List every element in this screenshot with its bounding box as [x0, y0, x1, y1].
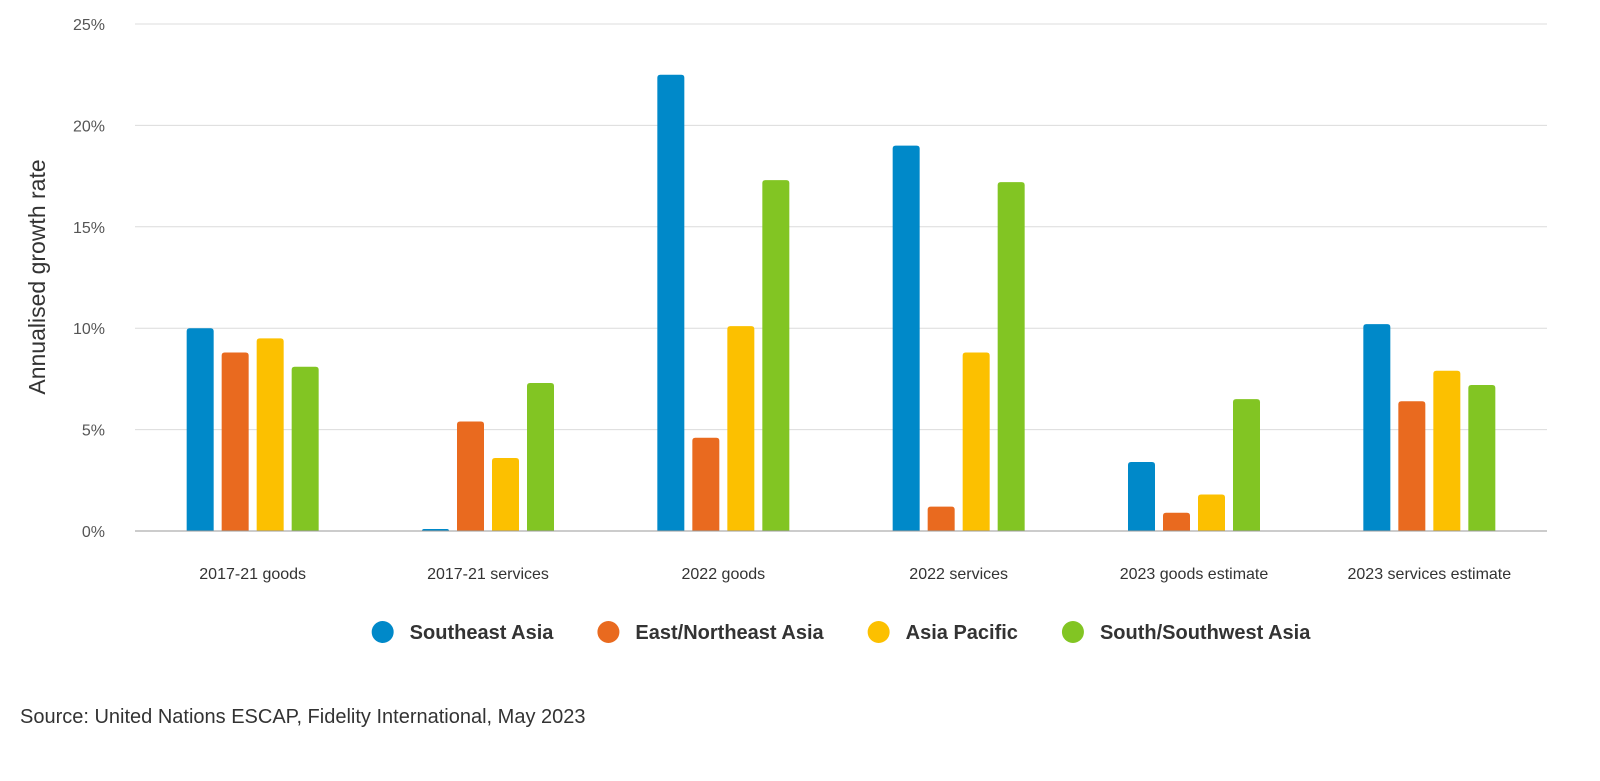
bar-asia-pacific-2017-21-goods	[256, 338, 284, 531]
bar-southeast-asia-2017-21-goods	[186, 328, 214, 531]
bar-asia-pacific-2017-21-services	[492, 457, 519, 531]
bar-asia-pacific-2022-services	[962, 352, 990, 531]
bar-southeast-asia-2023-services-estimate	[1363, 324, 1391, 531]
bar-south-southwest-asia-2022-goods	[762, 180, 790, 531]
bar-southeast-asia-2022-services	[892, 145, 920, 531]
x-category-label: 2023 goods estimate	[1120, 566, 1269, 583]
legend-label: Asia Pacific	[906, 622, 1018, 644]
legend-marker	[1061, 621, 1084, 643]
bar-asia-pacific-2023-goods-estimate	[1198, 494, 1225, 531]
x-axis-category-labels: 2017-21 goods 2017-21 services 2022 goods 2…	[199, 566, 1511, 583]
y-tick-label: 25%	[73, 17, 105, 34]
x-category-label: 2022 goods	[682, 566, 766, 583]
legend-label: Southeast Asia	[410, 622, 555, 644]
x-category-label: 2017-21 goods	[199, 566, 306, 583]
y-tick-label: 5%	[82, 423, 105, 440]
bar-chart: 0%5%10%15%20%25% Annualised growth rate …	[24, 17, 1547, 644]
bar-south-southwest-asia-2017-21-goods	[291, 366, 319, 531]
legend: Southeast Asia East/Northeast Asia Asia Pa…	[371, 621, 1311, 644]
bar-east-northeast-asia-2023-services-estimate	[1398, 401, 1426, 531]
bar-east-northeast-asia-2017-21-goods	[221, 352, 249, 531]
y-tick-label: 0%	[82, 524, 105, 541]
bar-asia-pacific-2022-goods	[727, 326, 755, 531]
legend-label: South/Southwest Asia	[1100, 622, 1311, 644]
y-tick-label: 15%	[73, 220, 105, 237]
x-category-label: 2023 services estimate	[1348, 566, 1512, 583]
y-tick-label: 10%	[73, 321, 105, 338]
gridlines	[135, 23, 1547, 431]
legend-marker	[371, 621, 394, 643]
bar-east-northeast-asia-2022-services	[927, 506, 955, 531]
legend-label: East/Northeast Asia	[635, 622, 824, 644]
bar-southeast-asia-2017-21-services	[422, 528, 449, 531]
y-axis-title: Annualised growth rate	[24, 159, 50, 394]
bar-south-southwest-asia-2022-services	[997, 182, 1025, 531]
bar-southeast-asia-2022-goods	[657, 74, 685, 531]
x-category-label: 2017-21 services	[427, 566, 549, 583]
source-note: Source: United Nations ESCAP, Fidelity I…	[20, 706, 586, 728]
bar-east-northeast-asia-2023-goods-estimate	[1163, 512, 1190, 531]
bar-asia-pacific-2023-services-estimate	[1433, 370, 1461, 531]
legend-item-southeast-asia: Southeast Asia	[371, 621, 555, 644]
bar-southeast-asia-2023-goods-estimate	[1128, 462, 1155, 531]
bar-east-northeast-asia-2017-21-services	[457, 421, 484, 531]
bar-south-southwest-asia-2017-21-services	[527, 382, 554, 531]
bar-south-southwest-asia-2023-services-estimate	[1468, 384, 1496, 531]
y-axis-ticks: 0% 5% 10% 15% 20% 25%	[73, 17, 105, 541]
legend-marker	[597, 621, 620, 643]
bar-south-southwest-asia-2023-goods-estimate	[1233, 399, 1260, 531]
legend-marker	[867, 621, 890, 643]
legend-item-east-northeast-asia: East/Northeast Asia	[597, 621, 825, 644]
bars	[186, 74, 1496, 531]
y-tick-label: 20%	[73, 118, 105, 135]
legend-item-south-southwest-asia: South/Southwest Asia	[1061, 621, 1311, 644]
x-category-label: 2022 services	[909, 566, 1008, 583]
bar-east-northeast-asia-2022-goods	[692, 437, 720, 531]
legend-item-asia-pacific: Asia Pacific	[867, 621, 1018, 644]
